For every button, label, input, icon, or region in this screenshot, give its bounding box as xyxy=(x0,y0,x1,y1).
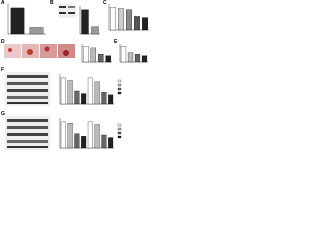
bar xyxy=(60,121,66,149)
panel-label: B xyxy=(50,0,54,6)
panel-label: F xyxy=(1,67,4,73)
bar xyxy=(87,77,93,105)
bar xyxy=(60,77,66,105)
bar xyxy=(74,133,80,149)
bar xyxy=(82,46,89,63)
bar xyxy=(108,94,114,105)
bar xyxy=(127,52,134,63)
bar xyxy=(118,8,124,31)
panel-label: A xyxy=(1,0,5,6)
bar xyxy=(101,134,107,149)
figure: A B C D E F G xyxy=(1,0,149,150)
bar xyxy=(126,9,132,31)
bar xyxy=(94,81,100,105)
bar xyxy=(105,55,112,63)
blot-f xyxy=(5,72,50,106)
bar xyxy=(97,54,104,63)
panel-label: D xyxy=(1,39,5,45)
bar xyxy=(94,124,100,149)
bar xyxy=(74,90,80,105)
bar xyxy=(10,7,25,35)
bar xyxy=(29,27,44,35)
bar xyxy=(108,137,114,149)
tissue-images xyxy=(4,44,75,58)
bar xyxy=(101,92,107,105)
blot-g xyxy=(5,116,50,150)
bar xyxy=(67,80,73,105)
bar xyxy=(141,55,148,63)
bar xyxy=(142,17,148,31)
bar xyxy=(81,136,87,149)
bar xyxy=(120,46,127,63)
legends xyxy=(117,79,122,139)
bar xyxy=(110,7,116,31)
panel-label: G xyxy=(1,111,5,117)
bar xyxy=(67,123,73,149)
bar xyxy=(87,121,93,149)
bar xyxy=(134,54,141,63)
bar xyxy=(90,47,97,63)
panel-label: C xyxy=(103,0,107,6)
panel-label: E xyxy=(114,39,118,45)
bar xyxy=(81,9,89,35)
bar xyxy=(91,26,99,35)
blot-b xyxy=(58,4,76,18)
bar xyxy=(81,93,87,105)
bar xyxy=(134,16,140,31)
